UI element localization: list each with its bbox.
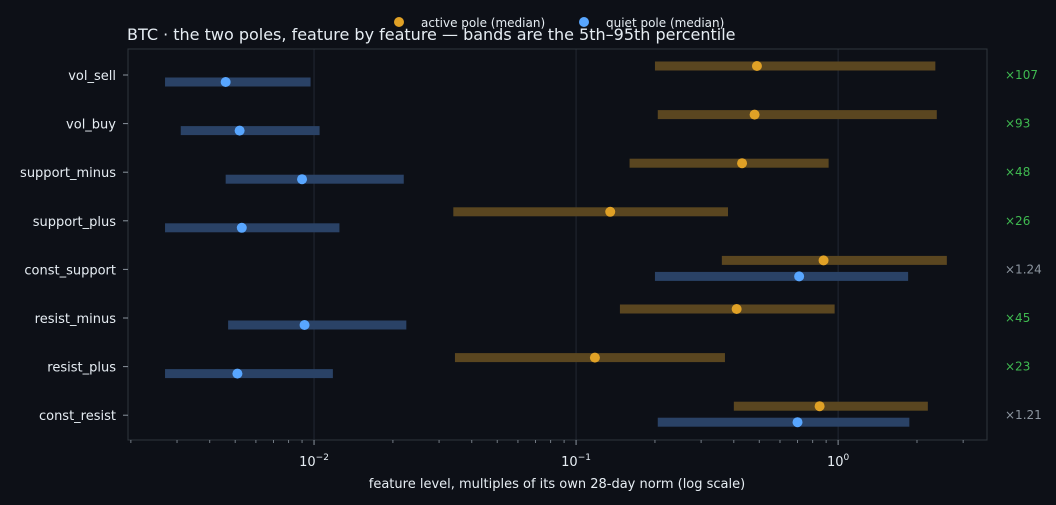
legend: active pole (median) quiet pole (median) (394, 16, 724, 30)
active-median-point (751, 61, 762, 71)
quiet-median-point (220, 77, 231, 87)
quiet-median-point (794, 271, 805, 282)
quiet-band (165, 223, 340, 233)
plot-frame (127, 48, 988, 441)
quiet-band (165, 77, 311, 87)
y-tick-label: vol_sell (68, 69, 116, 84)
active-band (721, 255, 947, 265)
active-median-point (818, 255, 829, 266)
ratio-label: ×93 (1005, 117, 1030, 131)
ratio-label: ×45 (1005, 311, 1030, 325)
x-tick-label: 100 (827, 453, 850, 470)
active-median-point (737, 158, 748, 169)
active-band (453, 207, 728, 217)
active-median-point (589, 352, 600, 363)
y-tick-label: support_plus (33, 215, 117, 230)
active-median-point (731, 304, 742, 314)
active-band (629, 158, 829, 168)
x-axis-label: feature level, multiples of its own 28-d… (369, 477, 745, 492)
quiet-band (657, 417, 910, 427)
legend-quiet-label: quiet pole (median) (606, 16, 724, 30)
y-tick-label: const_support (24, 263, 116, 278)
quiet-median-point (297, 174, 308, 185)
quiet-median-point (236, 222, 247, 233)
active-band (657, 110, 937, 120)
quiet-band (180, 126, 320, 136)
active-band (733, 401, 928, 411)
y-tick-label: resist_plus (47, 361, 116, 376)
ratio-label: ×107 (1005, 68, 1038, 82)
y-tick-label: const_resist (39, 409, 116, 424)
chart-title: BTC · the two poles, feature by feature … (127, 25, 736, 44)
legend-active-marker (394, 17, 404, 27)
y-tick-label: vol_buy (66, 118, 116, 133)
quiet-band (228, 320, 407, 330)
x-tick-label: 10−2 (299, 453, 329, 470)
active-band (619, 304, 835, 314)
legend-quiet-marker (579, 17, 589, 27)
active-band (654, 61, 936, 71)
ratio-label: ×48 (1005, 165, 1030, 179)
ratio-label: ×26 (1005, 214, 1030, 228)
quiet-median-point (234, 125, 245, 136)
ratio-label: ×1.24 (1005, 262, 1042, 276)
quiet-median-point (299, 320, 310, 330)
ratio-label: ×23 (1005, 360, 1030, 374)
quiet-median-point (792, 417, 803, 428)
x-tick-label: 10−1 (561, 453, 591, 470)
quiet-band (654, 271, 909, 281)
quiet-band (165, 369, 333, 379)
active-median-point (605, 206, 616, 217)
active-median-point (814, 401, 825, 412)
legend-active-label: active pole (median) (421, 16, 545, 30)
y-tick-label: support_minus (20, 166, 116, 181)
active-median-point (749, 109, 760, 120)
quiet-median-point (232, 368, 243, 379)
ratio-label: ×1.21 (1005, 408, 1042, 422)
quiet-band (225, 174, 404, 184)
y-tick-label: resist_minus (35, 312, 117, 327)
